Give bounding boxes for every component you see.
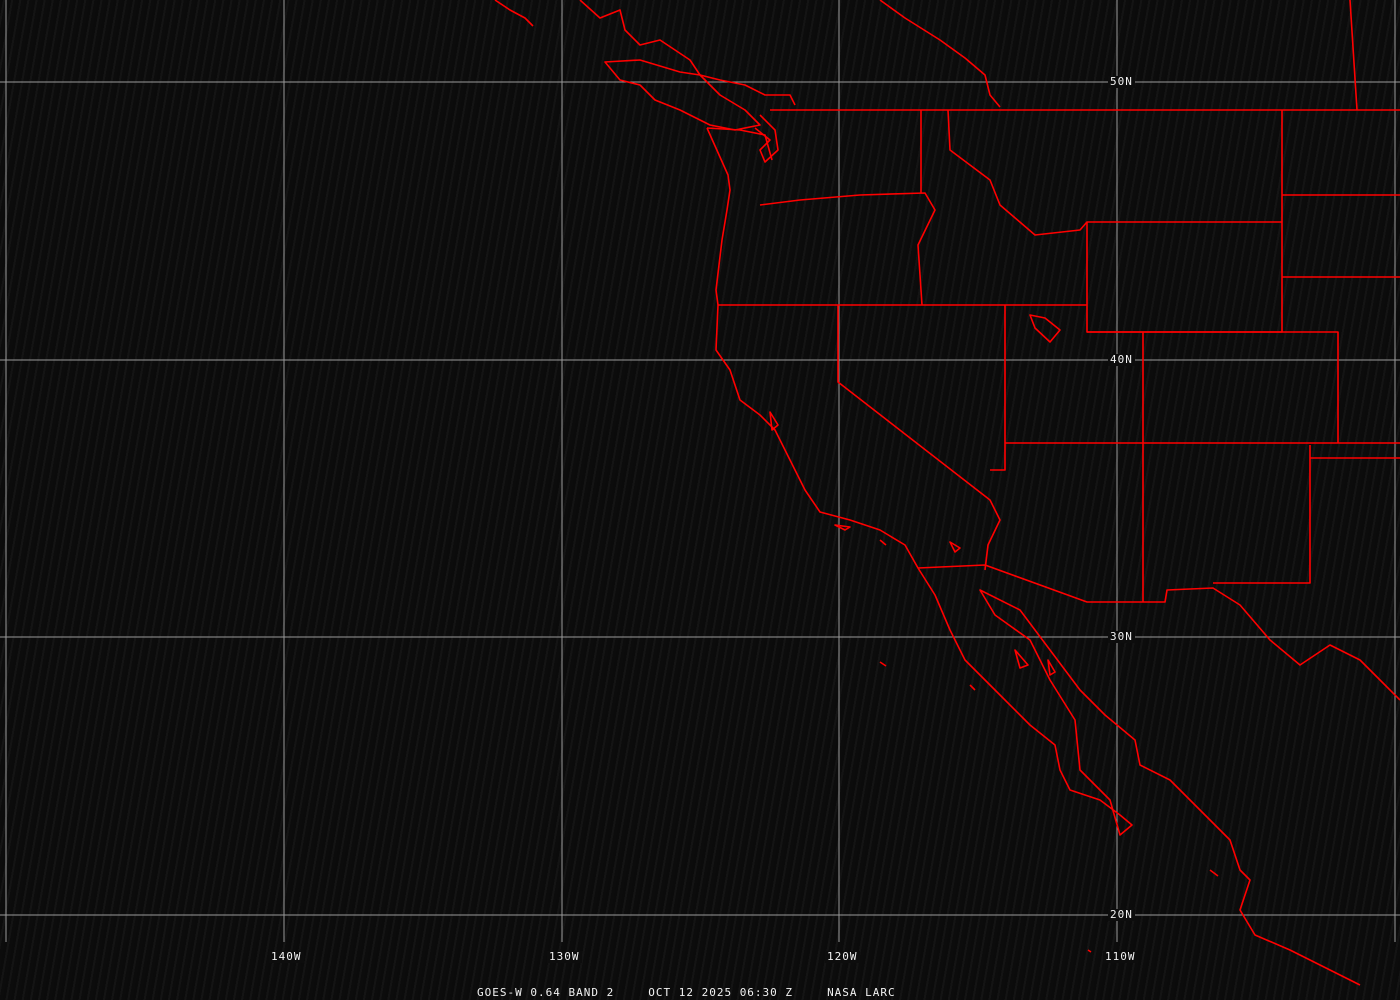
image-caption: GOES-W 0.64 BAND 2 OCT 12 2025 06:30 Z NAS… [477,986,930,999]
lon-label-120w: 120W [825,950,860,963]
boundaries [494,0,1400,986]
lat-lon-grid [0,0,1400,942]
washington-oregon-border [759,192,936,306]
lon-label-110w: 110W [1103,950,1138,963]
utah-colorado-borders [1005,331,1400,602]
vancouver-island [604,59,761,131]
lon-label-130w: 130W [547,950,582,963]
us-mexico-border [917,564,1400,701]
islands-and-lakes [769,314,1219,953]
nevada-utah-border [990,305,1006,471]
caption-datetime: OCT 12 2025 06:30 Z [648,986,794,999]
lon-label-140w: 140W [269,950,304,963]
canada-interior-coast [879,0,1001,108]
west-coast [706,127,1361,986]
montana-dakota-borders [1281,0,1400,278]
lat-label-40n: 40N [1108,353,1135,366]
wyoming-border [1086,221,1283,333]
new-mexico-border [1213,445,1400,584]
lat-label-50n: 50N [1108,75,1135,88]
bc-coastline [494,0,796,106]
caption-product: GOES-W 0.64 BAND 2 [477,986,615,999]
california-nevada-border [837,305,1001,571]
caption-source: NASA LARC [827,986,896,999]
puget-sound [754,114,779,163]
lat-label-20n: 20N [1108,908,1135,921]
idaho-montana-border [947,109,1088,236]
lat-label-30n: 30N [1108,630,1135,643]
